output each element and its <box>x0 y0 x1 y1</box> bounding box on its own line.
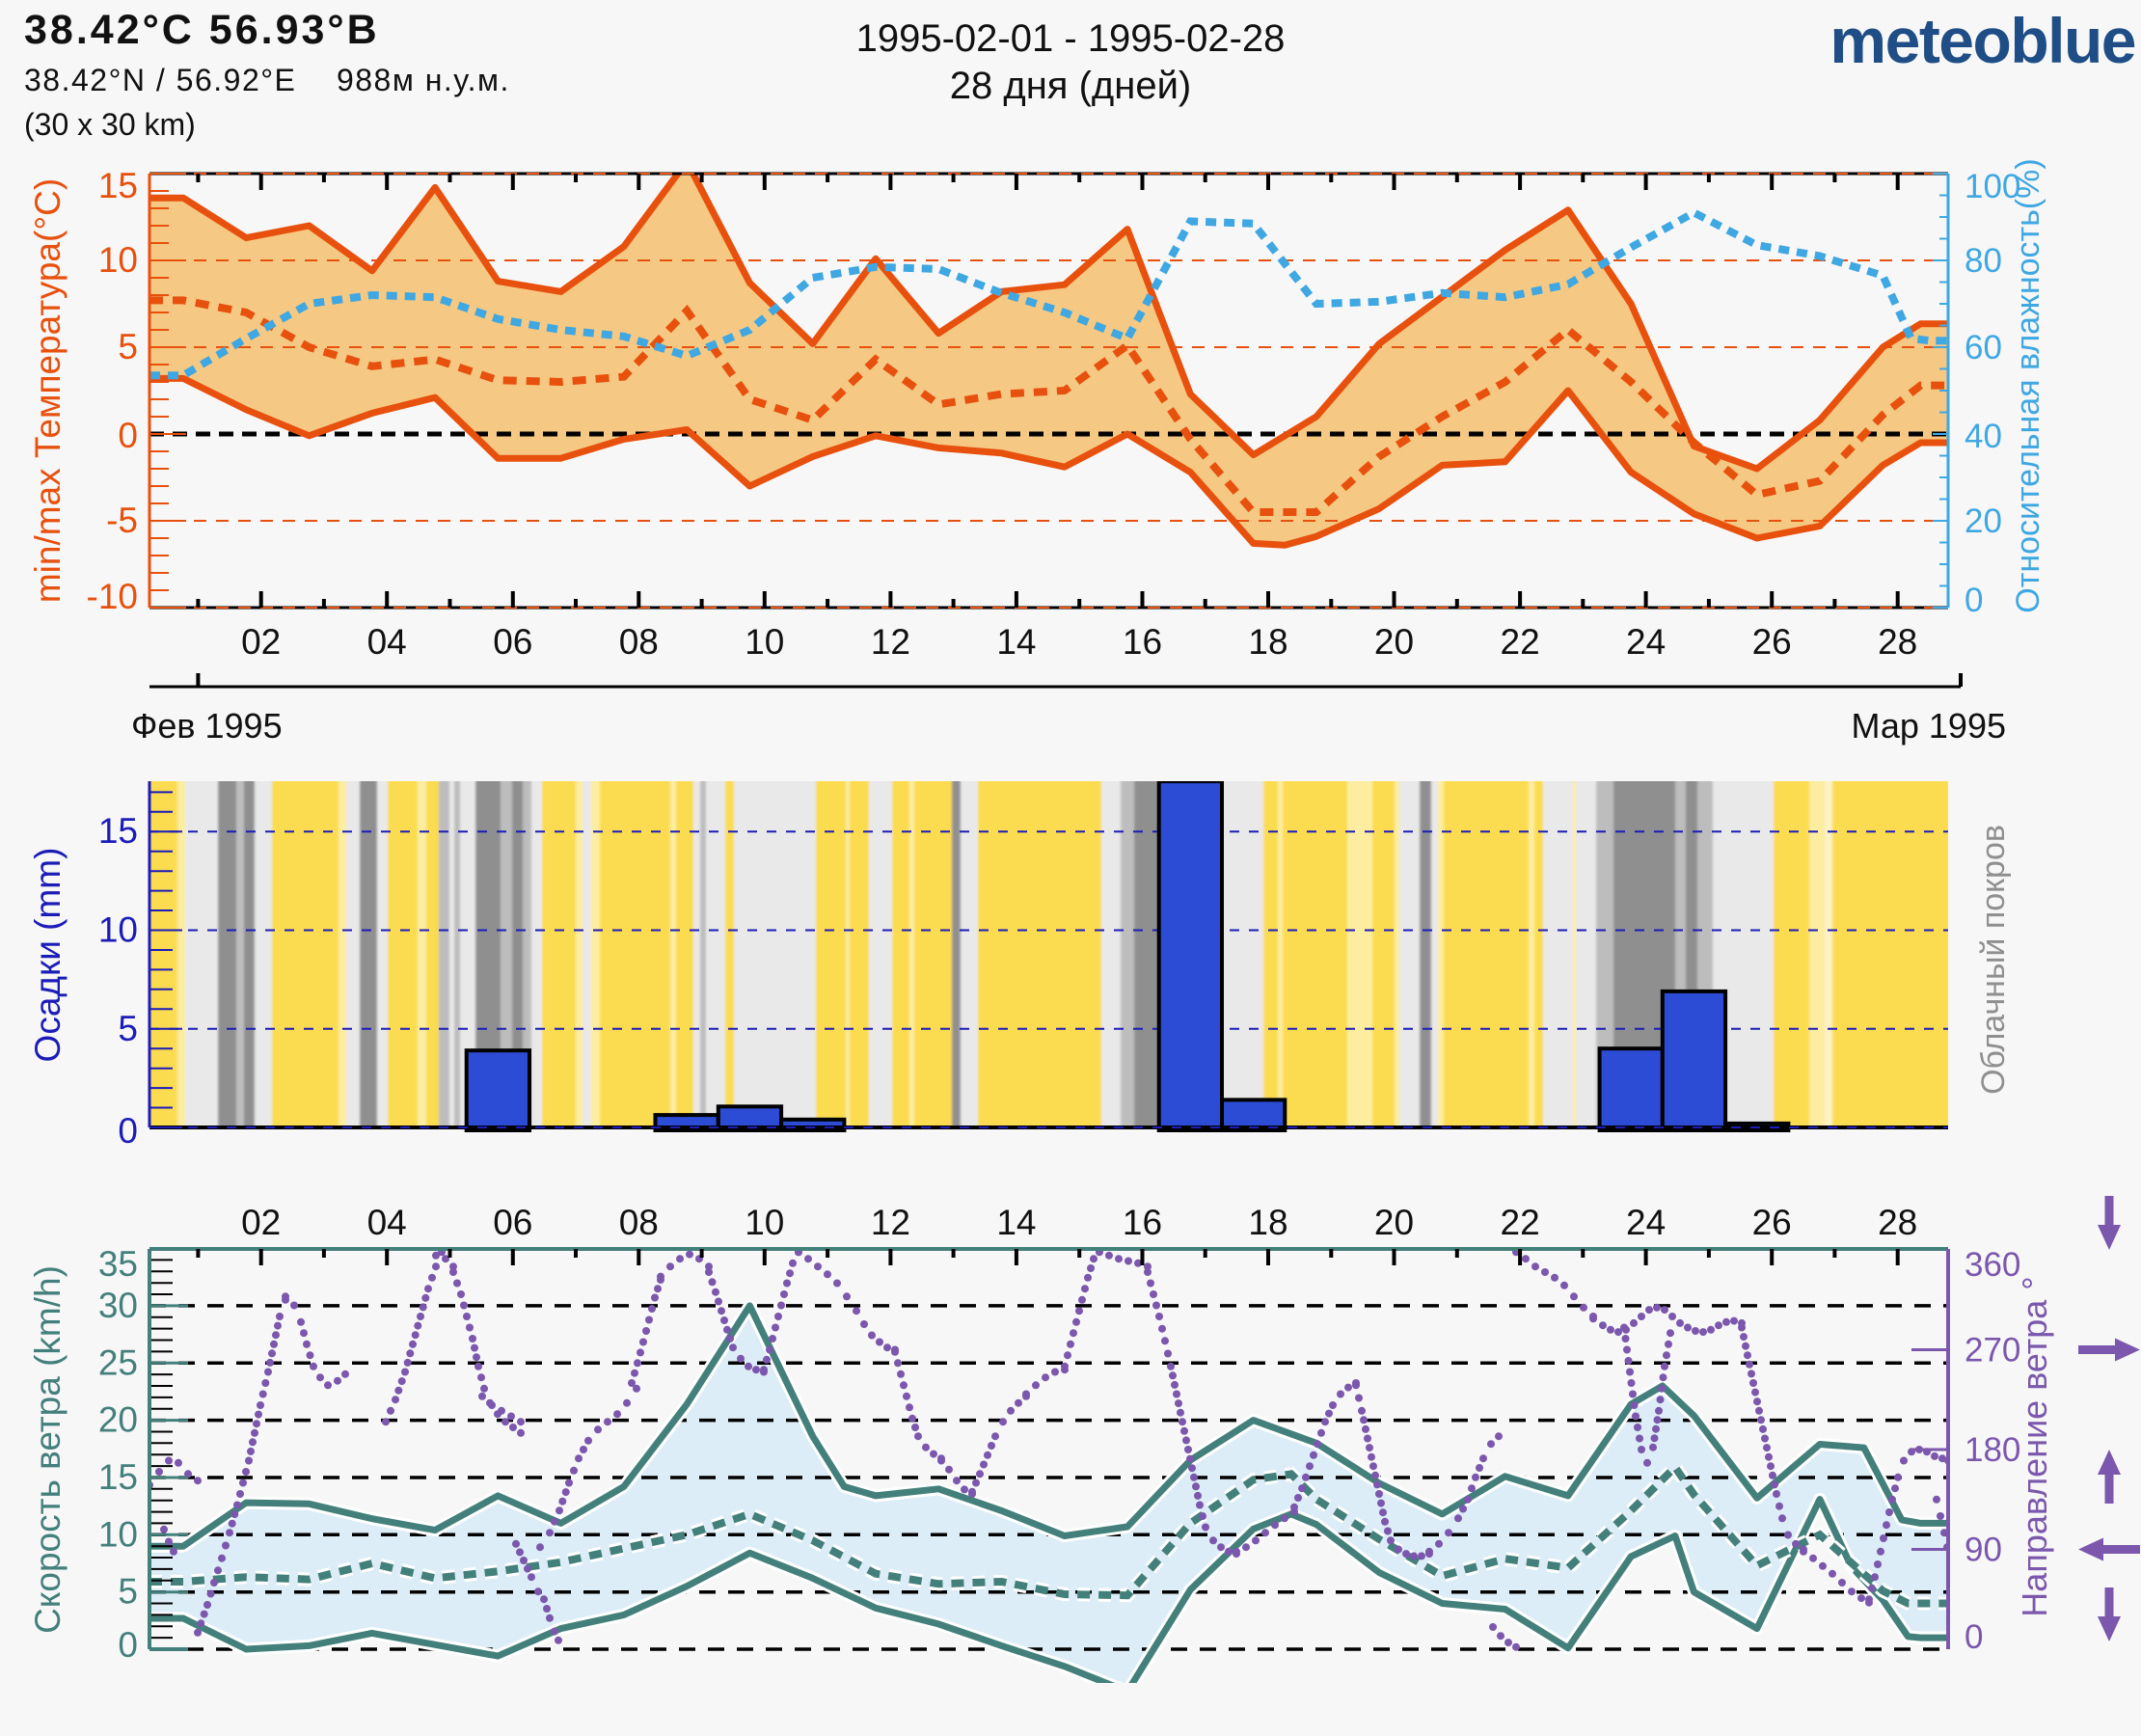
svg-text:15: 15 <box>98 811 138 851</box>
svg-text:270: 270 <box>1965 1332 2020 1370</box>
svg-text:meteoblue: meteoblue <box>1829 5 2135 76</box>
svg-text:5: 5 <box>118 1009 138 1048</box>
svg-text:5: 5 <box>118 327 138 366</box>
svg-text:Осадки (mm): Осадки (mm) <box>28 848 68 1063</box>
svg-text:100: 100 <box>1965 168 2020 205</box>
svg-text:02: 02 <box>241 1203 281 1242</box>
svg-text:60: 60 <box>1965 329 2002 366</box>
svg-text:Скорость ветра (km/h): Скорость ветра (km/h) <box>28 1265 68 1634</box>
svg-text:12: 12 <box>871 622 910 662</box>
svg-text:1995-02-01 - 1995-02-28: 1995-02-01 - 1995-02-28 <box>856 17 1286 60</box>
svg-text:28 дня (дней): 28 дня (дней) <box>950 65 1191 107</box>
svg-text:18: 18 <box>1248 1203 1287 1242</box>
svg-text:20: 20 <box>1965 502 2002 540</box>
svg-text:16: 16 <box>1123 1203 1162 1242</box>
svg-text:06: 06 <box>493 1203 532 1242</box>
svg-text:Фев 1995: Фев 1995 <box>131 706 283 746</box>
svg-text:-10: -10 <box>87 577 138 616</box>
svg-text:26: 26 <box>1752 622 1792 662</box>
svg-text:10: 10 <box>98 1514 138 1554</box>
svg-text:360: 360 <box>1965 1246 2020 1284</box>
svg-text:24: 24 <box>1626 1203 1666 1242</box>
svg-text:15: 15 <box>98 166 138 205</box>
svg-text:10: 10 <box>745 622 784 662</box>
svg-text:28: 28 <box>1878 622 1917 662</box>
svg-text:28: 28 <box>1878 1203 1917 1242</box>
svg-text:Мар 1995: Мар 1995 <box>1851 706 2006 746</box>
svg-text:16: 16 <box>1123 622 1162 662</box>
svg-text:(30 x 30 km): (30 x 30 km) <box>24 107 196 142</box>
svg-text:10: 10 <box>98 240 138 280</box>
svg-text:Относительная влажность(%): Относительная влажность(%) <box>2010 158 2046 612</box>
svg-text:15: 15 <box>98 1457 138 1497</box>
svg-text:0: 0 <box>1965 582 1983 619</box>
svg-text:0: 0 <box>118 1111 138 1151</box>
svg-text:04: 04 <box>367 622 407 662</box>
svg-text:24: 24 <box>1626 622 1666 662</box>
svg-text:26: 26 <box>1752 1203 1792 1242</box>
svg-text:90: 90 <box>1965 1532 2002 1569</box>
svg-text:0: 0 <box>1965 1618 1983 1656</box>
svg-text:min/max Температура(°C): min/max Температура(°C) <box>28 178 68 603</box>
svg-text:-5: -5 <box>106 501 138 540</box>
svg-text:20: 20 <box>98 1400 138 1440</box>
svg-text:30: 30 <box>98 1286 138 1325</box>
svg-text:0: 0 <box>118 416 138 455</box>
svg-text:02: 02 <box>241 622 281 662</box>
svg-text:06: 06 <box>493 622 532 662</box>
svg-text:180: 180 <box>1965 1431 2020 1469</box>
svg-text:08: 08 <box>619 622 659 662</box>
svg-text:10: 10 <box>745 1203 784 1242</box>
svg-text:40: 40 <box>1965 418 2002 455</box>
svg-text:38.42°C 56.93°B: 38.42°C 56.93°B <box>24 7 380 53</box>
svg-text:20: 20 <box>1374 622 1414 662</box>
svg-text:Облачный покров: Облачный покров <box>1975 825 2012 1095</box>
svg-text:80: 80 <box>1965 242 2002 280</box>
svg-text:22: 22 <box>1501 1203 1540 1242</box>
svg-text:04: 04 <box>367 1203 407 1242</box>
svg-text:35: 35 <box>98 1244 138 1284</box>
svg-text:5: 5 <box>118 1572 138 1612</box>
svg-text:18: 18 <box>1248 622 1287 662</box>
svg-text:08: 08 <box>619 1203 659 1242</box>
svg-text:0: 0 <box>118 1625 138 1665</box>
svg-text:25: 25 <box>98 1343 138 1382</box>
svg-text:Направление ветра °: Направление ветра ° <box>2015 1276 2054 1616</box>
svg-text:38.42°N / 56.92°E 988м н.у.: 38.42°N / 56.92°E 988м н.у.м. <box>24 63 510 97</box>
svg-text:14: 14 <box>996 622 1036 662</box>
svg-text:22: 22 <box>1501 622 1540 662</box>
svg-text:10: 10 <box>98 910 138 950</box>
svg-text:20: 20 <box>1374 1203 1414 1242</box>
svg-text:12: 12 <box>871 1203 910 1242</box>
svg-text:14: 14 <box>996 1203 1036 1242</box>
